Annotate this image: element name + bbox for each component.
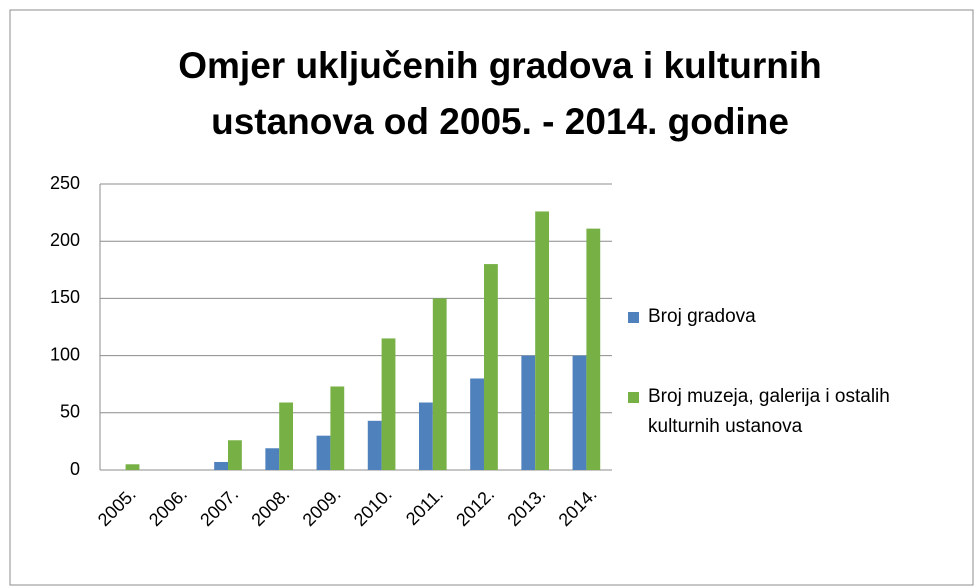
y-tick-label: 100 (50, 344, 80, 364)
bar (279, 402, 294, 470)
legend-swatch (628, 312, 639, 323)
bar (484, 264, 498, 470)
bar (432, 298, 447, 470)
bar (367, 420, 382, 470)
y-tick-label: 200 (50, 230, 80, 250)
legend-label: Broj gradova (648, 306, 756, 327)
bar (521, 355, 536, 470)
bar (535, 211, 550, 470)
bar (586, 228, 601, 470)
legend-label: Broj muzeja, galerija i ostalih kulturni… (648, 386, 890, 437)
y-tick-label: 250 (50, 173, 80, 193)
bar (228, 440, 242, 470)
bar (330, 386, 345, 470)
bar (125, 464, 140, 470)
y-tick-label: 0 (70, 459, 80, 479)
bar (470, 378, 484, 470)
chart-title: Omjer uključenih gradova i kulturnih ust… (178, 45, 822, 142)
bar (572, 355, 587, 470)
legend-swatch (628, 392, 639, 403)
bar (265, 448, 280, 470)
y-tick-label: 150 (50, 287, 80, 307)
bar (418, 402, 433, 470)
bar (214, 461, 228, 470)
bar (316, 435, 331, 470)
bar (381, 338, 396, 470)
y-tick-label: 50 (60, 402, 80, 422)
